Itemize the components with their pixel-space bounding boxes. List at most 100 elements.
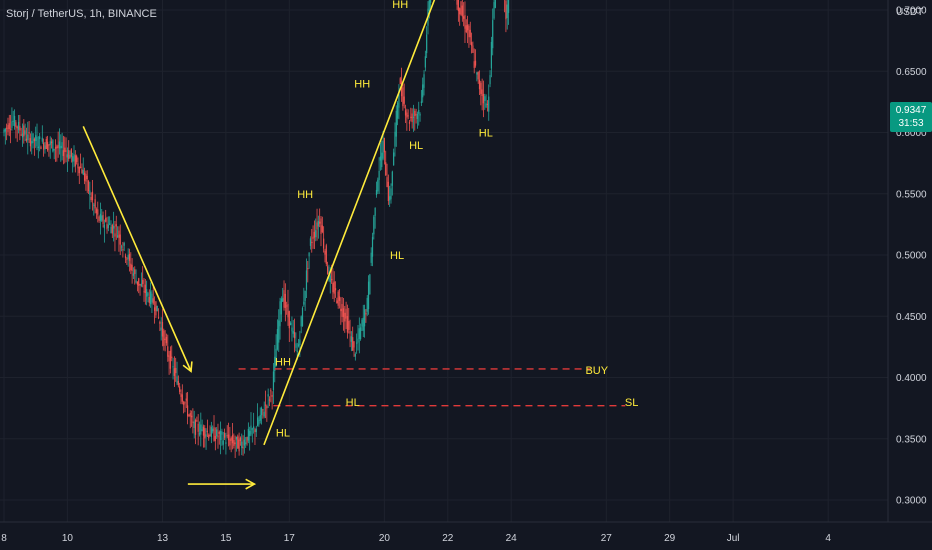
candle-body: [10, 128, 12, 130]
candle-body: [379, 156, 382, 161]
candles: [3, 0, 510, 459]
candle-body: [415, 114, 417, 116]
candle-body: [348, 321, 350, 330]
candle-body: [45, 139, 47, 149]
candle-body: [463, 16, 465, 19]
time-axis[interactable]: 8 10 13 15 17 20 22 24 27 29 Jul 4: [0, 521, 932, 550]
candle-body: [234, 442, 236, 445]
candle-body: [268, 399, 271, 401]
candle-body: [184, 402, 186, 404]
swing-label: HL: [346, 397, 360, 409]
candle-body: [469, 29, 471, 38]
candle-body: [118, 230, 120, 238]
candle-body: [412, 116, 415, 118]
candle-body: [205, 434, 207, 437]
candle-body: [130, 263, 132, 271]
candle-body: [68, 150, 70, 160]
candle-body: [291, 327, 293, 332]
candle-body: [156, 305, 158, 312]
candle-body: [390, 188, 392, 200]
candle-body: [119, 234, 121, 245]
candle-body: [238, 439, 240, 452]
candle-body: [131, 264, 133, 271]
candle-body: [46, 141, 49, 151]
candle-body: [251, 428, 253, 430]
candle-body: [247, 428, 249, 441]
candle-body: [395, 110, 397, 137]
candle-body: [309, 238, 312, 246]
candle-body: [139, 284, 141, 286]
candle-body: [391, 171, 393, 186]
swing-label: HH: [354, 79, 370, 91]
candle-body: [134, 269, 136, 274]
candle-body: [204, 428, 206, 439]
price-axis[interactable]: USDT 0.3000 0.3500 0.4000 0.4500 0.5000 0.5500…: [887, 0, 932, 550]
candle-body: [69, 155, 71, 159]
candle-body: [106, 223, 108, 230]
candle-body: [369, 274, 371, 295]
candle-body: [82, 169, 84, 175]
candle-body: [86, 175, 88, 179]
candle-body: [214, 435, 216, 441]
candle-body: [461, 5, 463, 17]
candle-body: [242, 446, 244, 449]
candle-body: [378, 170, 380, 180]
candle-body: [212, 428, 214, 432]
candle-body: [179, 386, 181, 392]
candle-body: [172, 366, 174, 368]
candle-body: [420, 101, 422, 104]
candle-body: [267, 394, 269, 397]
candle-body: [171, 356, 173, 359]
candle-body: [58, 141, 61, 149]
candle-body: [301, 307, 304, 326]
swing-label: HH: [392, 0, 408, 11]
candle-body: [31, 141, 33, 144]
candle-body: [428, 0, 430, 12]
candle-body: [278, 320, 280, 343]
candle-body: [292, 331, 294, 334]
candle-body: [297, 344, 300, 347]
candle-body: [91, 191, 94, 201]
candle-body: [316, 222, 318, 230]
candle-body: [237, 436, 239, 449]
candle-body: [403, 96, 405, 104]
candle-body: [317, 221, 319, 227]
candle-body: [367, 281, 370, 310]
candle-body: [259, 415, 261, 421]
candle-body: [492, 20, 494, 49]
candle-body: [57, 144, 59, 148]
candle-body: [99, 213, 102, 221]
candle-body: [407, 115, 409, 117]
candle-body: [217, 435, 219, 438]
candle-body: [193, 421, 195, 429]
candle-body: [120, 246, 123, 248]
candle-body: [246, 436, 248, 443]
candle-body: [226, 435, 228, 437]
candle-body: [93, 204, 95, 206]
candle-body: [105, 217, 107, 222]
candle-body: [327, 266, 329, 274]
candle-body: [473, 61, 475, 68]
candle-body: [477, 71, 479, 80]
candle-body: [418, 109, 420, 114]
candle-body: [470, 42, 473, 46]
candle-body: [11, 121, 13, 128]
candle-body: [110, 226, 112, 234]
symbol-title[interactable]: Storj / TetherUS, 1h, BINANCE: [6, 8, 157, 20]
time-tick-label: 17: [284, 533, 296, 544]
time-tick-label: 24: [506, 533, 518, 544]
candle-body: [295, 343, 297, 348]
candle-body: [201, 429, 203, 431]
candle-body: [98, 216, 100, 221]
candle-body: [103, 224, 105, 229]
candle-body: [468, 25, 470, 38]
candle-body: [21, 133, 24, 138]
candle-body: [307, 268, 309, 270]
candle-body: [175, 367, 177, 374]
candle-body: [394, 131, 396, 147]
candle-body: [183, 402, 185, 405]
swing-label: HH: [275, 357, 291, 369]
candle-body: [315, 230, 317, 238]
candle-body: [283, 290, 285, 308]
